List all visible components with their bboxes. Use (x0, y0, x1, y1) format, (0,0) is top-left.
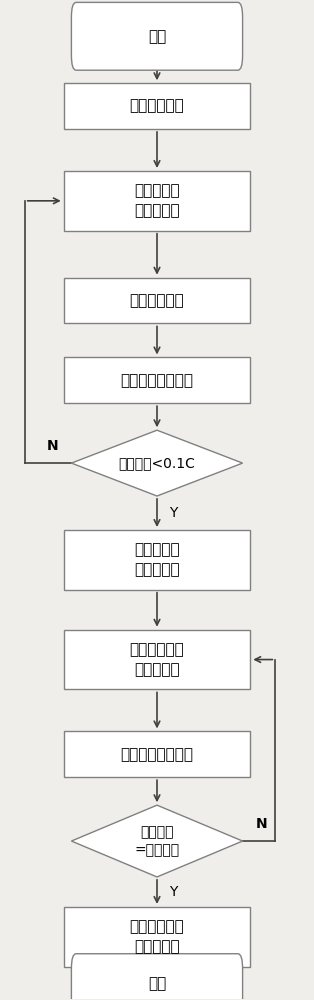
Text: 开始: 开始 (148, 29, 166, 44)
Bar (64, 357, 250, 403)
FancyBboxPatch shape (71, 2, 243, 70)
Bar (64, 731, 250, 777)
Text: 筛选分类单体电池: 筛选分类单体电池 (121, 747, 193, 762)
Text: 断开充电机
和单体电池: 断开充电机 和单体电池 (134, 542, 180, 577)
Text: Y: Y (170, 506, 178, 520)
Polygon shape (71, 805, 243, 877)
Bar (64, 907, 250, 967)
Text: 断开放电负载
和单体电池: 断开放电负载 和单体电池 (130, 919, 184, 954)
Text: 安放单体电池: 安放单体电池 (130, 99, 184, 114)
FancyBboxPatch shape (71, 954, 243, 1000)
Bar (64, 278, 250, 323)
Bar (64, 171, 250, 231)
Text: 热成像仪扫描: 热成像仪扫描 (130, 293, 184, 308)
Text: N: N (256, 817, 267, 831)
Text: 接通放电负载
和单体电池: 接通放电负载 和单体电池 (130, 642, 184, 677)
Text: 结束: 结束 (148, 976, 166, 991)
Bar (64, 630, 250, 689)
Text: N: N (47, 439, 58, 453)
Bar (64, 83, 250, 129)
Text: Y: Y (170, 885, 178, 899)
Text: 充电电流<0.1C: 充电电流<0.1C (119, 456, 195, 470)
Text: 筛选分类单体电池: 筛选分类单体电池 (121, 373, 193, 388)
Bar (64, 530, 250, 590)
Text: 放电电压
=截止电压: 放电电压 =截止电压 (134, 825, 180, 857)
Polygon shape (71, 430, 243, 496)
Text: 连通充电机
和单体电池: 连通充电机 和单体电池 (134, 183, 180, 218)
